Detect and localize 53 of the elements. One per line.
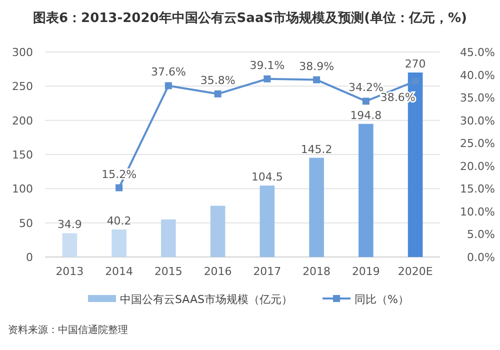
y2-tick-label: 15.0% bbox=[460, 182, 495, 196]
bar bbox=[260, 186, 275, 257]
point bbox=[116, 184, 123, 192]
x-tick-label: 2016 bbox=[204, 265, 232, 278]
bar bbox=[112, 230, 126, 257]
data-label: 270 bbox=[404, 58, 426, 70]
x-tick-label: 2019 bbox=[352, 265, 380, 278]
point bbox=[362, 98, 370, 105]
data-label: 37.6% bbox=[150, 66, 186, 79]
legend-label: 同比（%） bbox=[354, 293, 409, 306]
y2-tick-label: 5.0% bbox=[467, 228, 495, 242]
y2-tick-label: 0.0% bbox=[467, 251, 495, 264]
y-tick-label: 200 bbox=[12, 114, 33, 128]
point bbox=[164, 82, 172, 90]
chart-title: 图表6：2013-2020年中国公有云SaaS市场规模及预测(单位：亿元，%) bbox=[33, 10, 467, 26]
y-tick-label: 50 bbox=[19, 216, 33, 230]
y2-tick-label: 20.0% bbox=[460, 160, 495, 173]
y-tick-label: 300 bbox=[12, 46, 33, 59]
bar bbox=[210, 206, 226, 257]
y-tick-label: 100 bbox=[12, 182, 33, 196]
data-label: 40.2 bbox=[106, 214, 132, 228]
data-label: 104.5 bbox=[251, 170, 283, 184]
x-tick-label: 2014 bbox=[105, 265, 134, 278]
y2-tick-label: 45.0% bbox=[460, 46, 495, 59]
x-tick-label: 2018 bbox=[302, 265, 331, 278]
y-tick-label: 250 bbox=[12, 80, 33, 94]
x-tick-label: 2017 bbox=[253, 265, 282, 278]
x-tick-label: 2015 bbox=[154, 265, 182, 278]
data-label: 145.2 bbox=[300, 142, 332, 156]
point bbox=[214, 90, 222, 98]
text: 资料来源：中国信通院整理 bbox=[8, 324, 128, 336]
data-label: 38.9% bbox=[299, 60, 334, 73]
y-tick-label: 150 bbox=[12, 148, 33, 162]
data-label: 34.9 bbox=[57, 218, 82, 232]
point bbox=[313, 76, 320, 84]
y-tick-label: 0 bbox=[26, 251, 33, 264]
bar bbox=[62, 233, 78, 257]
bar bbox=[358, 124, 374, 257]
y2-tick-label: 30.0% bbox=[460, 114, 495, 128]
bar bbox=[309, 158, 324, 257]
bar bbox=[161, 219, 176, 257]
legend-label: 中国公有云SAAS市场规模（亿元） bbox=[120, 293, 293, 306]
x-tick-label: 2013 bbox=[56, 265, 84, 278]
point bbox=[264, 75, 271, 82]
data-label: 35.8% bbox=[200, 74, 236, 87]
y2-tick-label: 25.0% bbox=[460, 137, 495, 150]
y2-tick-label: 35.0% bbox=[460, 92, 495, 105]
y2-tick-label: 10.0% bbox=[460, 205, 495, 218]
data-label: 34.2% bbox=[348, 81, 384, 94]
y2-tick-label: 40.0% bbox=[460, 68, 495, 82]
data-label: 39.1% bbox=[250, 58, 285, 72]
data-label: 194.8 bbox=[350, 108, 382, 122]
x-tick-label: 2020E bbox=[398, 265, 433, 278]
